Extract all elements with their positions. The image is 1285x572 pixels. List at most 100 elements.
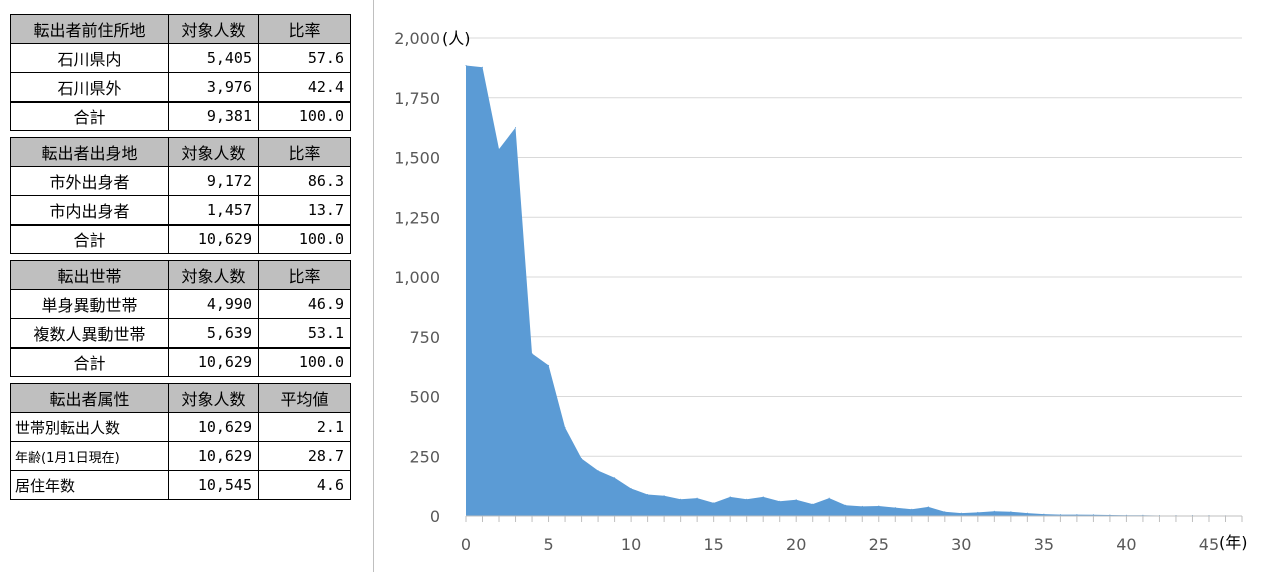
data-point [861, 505, 863, 507]
ratio-cell: 100.0 [258, 223, 351, 254]
data-point [515, 127, 516, 129]
ratio-cell: 28.7 [258, 441, 351, 471]
x-tick-label: 0 [461, 535, 471, 554]
table-row: 単身異動世帯 4,990 46.9 [10, 289, 351, 319]
area-series [466, 65, 1226, 516]
row-label: 石川県外 [10, 72, 169, 102]
data-point [482, 66, 483, 68]
data-point [1109, 514, 1111, 516]
data-point [581, 458, 583, 460]
row-label: 合計 [10, 223, 169, 254]
ratio-cell: 13.7 [258, 195, 351, 225]
data-point [1059, 514, 1061, 516]
x-tick-label: 35 [1034, 535, 1054, 554]
column-header: 転出者前住所地 [10, 14, 169, 44]
table-row: 複数人異動世帯 5,639 53.1 [10, 318, 351, 348]
household-table: 転出世帯 対象人数 比率 単身異動世帯 4,990 46.9 複数人異動世帯 5,639 53.… [10, 260, 351, 377]
ratio-cell: 57.6 [258, 43, 351, 73]
column-header: 対象人数 [168, 383, 259, 413]
column-header: 比率 [258, 14, 351, 44]
x-axis-unit-label: (年) [1219, 533, 1248, 552]
data-point [1026, 512, 1028, 514]
data-point [729, 496, 731, 498]
data-point [993, 510, 995, 512]
data-point [762, 496, 764, 498]
table-header-row: 転出者属性 対象人数 平均値 [10, 383, 351, 413]
data-point [696, 497, 698, 499]
birthplace-table: 転出者出身地 対象人数 比率 市外出身者 9,172 86.3 市内出身者 1,457 13.7… [10, 137, 351, 254]
chart-panel: 0 250 500 750 1,000 1,250 1,500 1,750 2,000 (人) 0 5… [373, 0, 1285, 572]
data-point [845, 504, 847, 506]
row-label: 石川県内 [10, 43, 169, 73]
data-point [564, 427, 566, 429]
count-cell: 3,976 [168, 72, 259, 102]
count-cell: 9,172 [168, 166, 259, 196]
count-cell: 5,639 [168, 318, 259, 348]
data-point [878, 505, 880, 507]
row-label: 市外出身者 [10, 166, 169, 196]
x-tick-label: 5 [543, 535, 553, 554]
ratio-cell: 86.3 [258, 166, 351, 196]
data-point [597, 470, 599, 472]
data-point [960, 512, 962, 514]
table-header-row: 転出者前住所地 対象人数 比率 [10, 14, 351, 44]
x-tick-label: 20 [786, 535, 806, 554]
ratio-cell: 2.1 [258, 412, 351, 442]
count-cell: 10,629 [168, 223, 259, 254]
data-point [713, 502, 715, 504]
data-point [498, 148, 500, 150]
ratio-cell: 46.9 [258, 289, 351, 319]
table-total-row: 合計 9,381 100.0 [10, 100, 351, 131]
column-header: 転出者属性 [10, 383, 169, 413]
y-tick-label: 1,500 [394, 149, 440, 168]
data-point [1076, 514, 1078, 516]
ratio-cell: 4.6 [258, 470, 351, 500]
row-label: 複数人異動世帯 [10, 318, 169, 348]
column-header: 転出者出身地 [10, 137, 169, 167]
y-tick-label: 750 [409, 328, 440, 347]
data-point [531, 353, 533, 354]
ratio-cell: 53.1 [258, 318, 351, 348]
y-tick-label: 1,250 [394, 208, 440, 227]
ratio-cell: 100.0 [258, 100, 351, 131]
table-row: 石川県内 5,405 57.6 [10, 43, 351, 73]
ratio-cell: 100.0 [258, 346, 351, 377]
data-point [1043, 513, 1045, 515]
data-point [614, 477, 616, 479]
column-header: 対象人数 [168, 260, 259, 290]
x-tick-label: 10 [621, 535, 641, 554]
table-total-row: 合計 10,629 100.0 [10, 223, 351, 254]
data-point [812, 503, 814, 505]
table-row: 居住年数 10,545 4.6 [10, 470, 351, 500]
ratio-cell: 42.4 [258, 72, 351, 102]
table-header-row: 転出者出身地 対象人数 比率 [10, 137, 351, 167]
y-tick-label: 0 [430, 507, 440, 526]
data-point [911, 508, 913, 510]
column-header: 転出世帯 [10, 260, 169, 290]
y-tick-label: 2,000 [394, 29, 440, 48]
row-label: 年齢(1月1日現在) [10, 441, 169, 471]
table-row: 年齢(1月1日現在) 10,629 28.7 [10, 441, 351, 471]
row-label: 居住年数 [10, 470, 169, 500]
data-point [680, 498, 682, 500]
column-header: 比率 [258, 260, 351, 290]
x-tick-label: 45 [1199, 535, 1219, 554]
data-point [977, 511, 979, 513]
y-tick-label: 1,000 [394, 268, 440, 287]
y-tick-label: 1,750 [394, 89, 440, 108]
column-header: 対象人数 [168, 137, 259, 167]
x-tick-label: 30 [951, 535, 971, 554]
row-label: 合計 [10, 100, 169, 131]
table-row: 世帯別転出人数 10,629 2.1 [10, 412, 351, 442]
count-cell: 10,629 [168, 441, 259, 471]
table-row: 市内出身者 1,457 13.7 [10, 195, 351, 225]
row-label: 合計 [10, 346, 169, 377]
data-point [1092, 514, 1094, 516]
data-point [746, 498, 748, 500]
x-tick-label: 25 [869, 535, 889, 554]
data-point [944, 511, 946, 513]
count-cell: 1,457 [168, 195, 259, 225]
table-row: 石川県外 3,976 42.4 [10, 72, 351, 102]
y-tick-label: 250 [409, 447, 440, 466]
count-cell: 10,629 [168, 346, 259, 377]
